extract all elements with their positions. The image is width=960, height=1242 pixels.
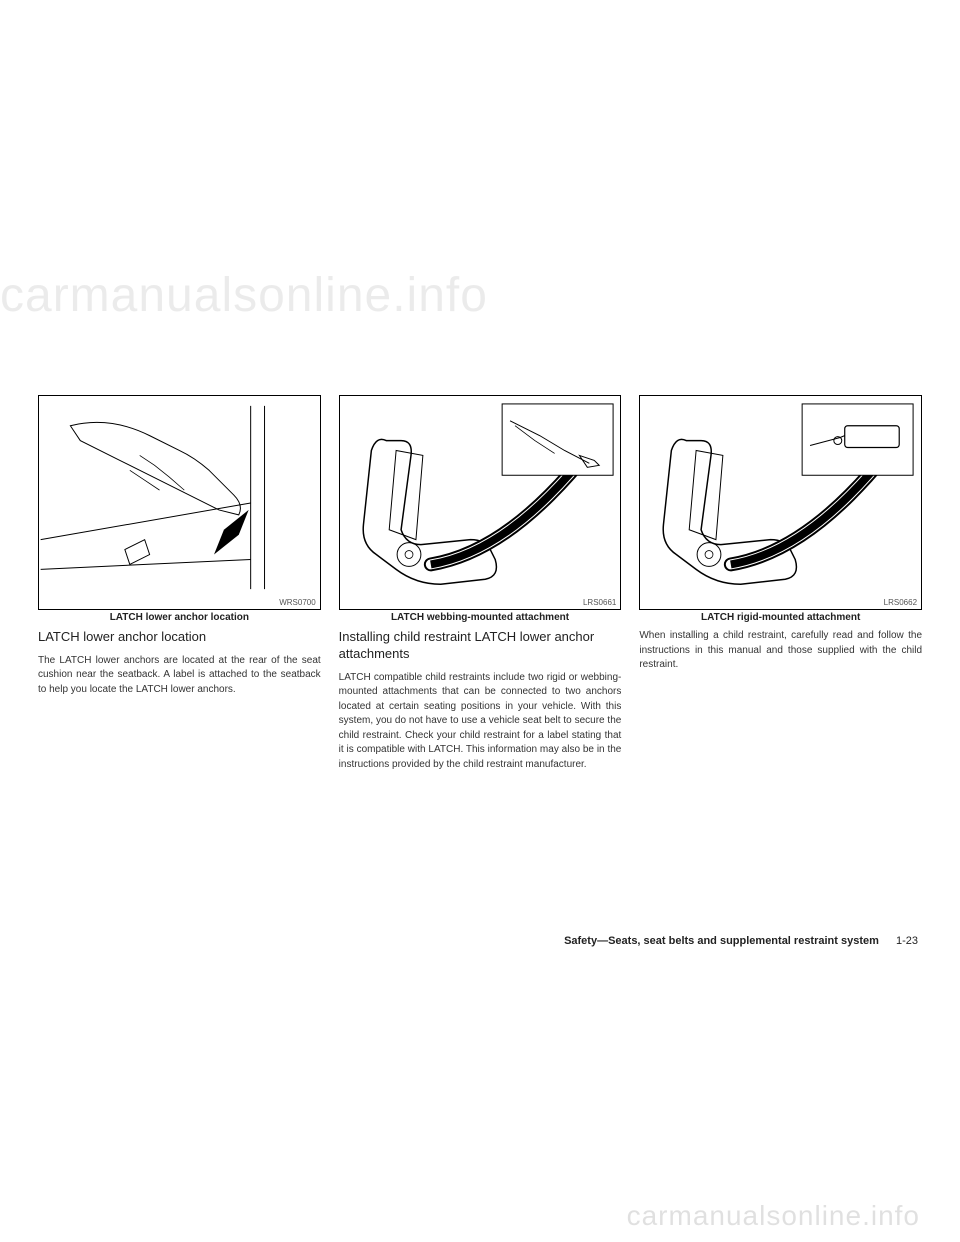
column-3: LRS0662 LATCH rigid-mounted attachment W…	[639, 395, 922, 772]
column-1: WRS0700 LATCH lower anchor location LATC…	[38, 395, 321, 772]
body-paragraph: LATCH compatible child restraints includ…	[339, 671, 622, 773]
footer-section-title: Safety—Seats, seat belts and supplementa…	[564, 935, 879, 947]
latch-location-illustration	[39, 396, 320, 609]
figure-caption: LATCH rigid-mounted attachment	[639, 612, 922, 623]
column-2: LRS0661 LATCH webbing-mounted attachment…	[339, 395, 622, 772]
section-subheading: LATCH lower anchor location	[38, 629, 321, 646]
page-footer: Safety—Seats, seat belts and supplementa…	[564, 935, 918, 947]
section-subheading: Installing child restraint LATCH lower a…	[339, 629, 622, 663]
figure-caption: LATCH lower anchor location	[38, 612, 321, 623]
rigid-attachment-illustration	[640, 396, 921, 609]
watermark-top: carmanualsonline.info	[0, 268, 488, 323]
figure-latch-location: WRS0700	[38, 395, 321, 610]
webbing-attachment-illustration	[340, 396, 621, 609]
body-paragraph: The LATCH lower anchors are located at t…	[38, 654, 321, 698]
watermark-bottom: carmanualsonline.info	[627, 1200, 920, 1232]
figure-webbing-attachment: LRS0661	[339, 395, 622, 610]
page-content: WRS0700 LATCH lower anchor location LATC…	[38, 395, 922, 772]
figure-code: LRS0662	[884, 598, 917, 607]
body-paragraph: When installing a child restraint, caref…	[639, 629, 922, 673]
figure-caption: LATCH webbing-mounted attachment	[339, 612, 622, 623]
figure-code: LRS0661	[583, 598, 616, 607]
figure-rigid-attachment: LRS0662	[639, 395, 922, 610]
figure-code: WRS0700	[279, 598, 315, 607]
footer-page-number: 1-23	[896, 935, 918, 947]
